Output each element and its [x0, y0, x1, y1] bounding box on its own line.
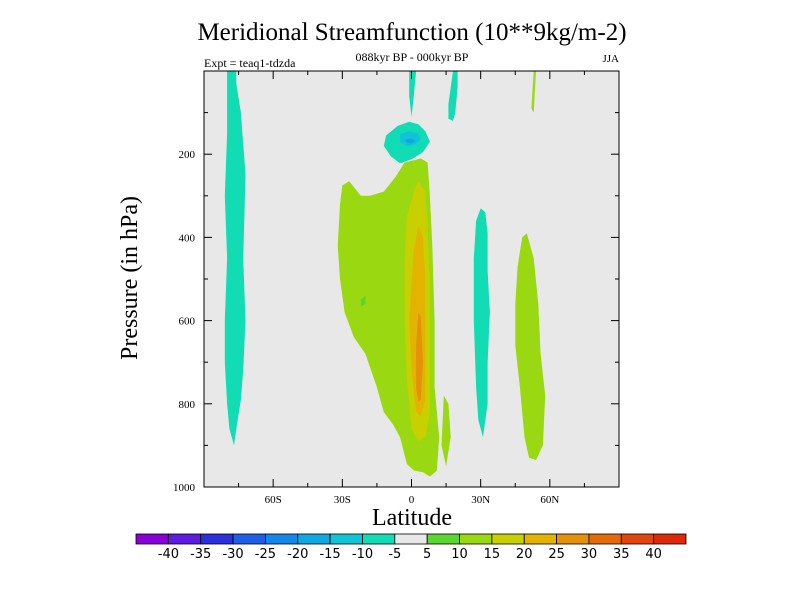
- colorbar-label-7: -5: [388, 547, 401, 562]
- colorbar-label-14: 35: [613, 547, 630, 562]
- colorbar-swatch-0: [135, 533, 169, 545]
- colorbar-swatch-15: [620, 533, 655, 545]
- contour-region-5: [448, 71, 458, 121]
- colorbar: [135, 533, 687, 545]
- colorbar-swatch-14: [588, 533, 622, 545]
- contour-region-7: [531, 71, 536, 113]
- y-tick-labels: 200 400 600 800 1000: [173, 149, 196, 494]
- colorbar-label-5: -15: [319, 547, 340, 562]
- colorbar-label-1: -35: [190, 547, 211, 562]
- x-tick-label-2: 0: [409, 494, 415, 506]
- chart-title: Meridional Streamfunction (10**9kg/m-2): [197, 19, 626, 46]
- contour-region-14: [360, 295, 366, 306]
- y-tick-label-0: 200: [179, 149, 196, 161]
- y-axis-label: Pressure (in hPa): [117, 196, 143, 360]
- x-tick-label-1: 30S: [334, 494, 351, 506]
- colorbar-swatch-16: [653, 533, 687, 545]
- contour-region-6: [473, 208, 490, 438]
- axis-ticks: [203, 71, 620, 488]
- colorbar-swatch-4: [265, 533, 299, 545]
- colorbar-swatch-6: [329, 533, 363, 545]
- colorbar-label-13: 30: [581, 547, 598, 562]
- colorbar-label-9: 10: [451, 547, 468, 562]
- colorbar-swatch-11: [491, 533, 525, 545]
- colorbar-swatch-3: [232, 533, 266, 545]
- colorbar-labels: -40 -35 -30 -25 -20 -15 -10 -5 5 10 15 20 25 30 35 40: [158, 547, 662, 562]
- chart-subtitle: 088kyr BP - 000kyr BP: [356, 50, 469, 64]
- contour-region-11: [416, 312, 423, 402]
- colorbar-swatch-5: [297, 533, 331, 545]
- colorbar-swatch-1: [167, 533, 202, 545]
- colorbar-label-4: -20: [287, 547, 308, 562]
- x-tick-label-4: 60N: [540, 494, 559, 506]
- x-tick-label-0: 60S: [265, 494, 282, 506]
- colorbar-label-11: 20: [516, 547, 533, 562]
- colorbar-swatch-13: [556, 533, 590, 545]
- colorbar-swatch-10: [459, 533, 493, 545]
- colorbar-swatch-9: [426, 533, 460, 545]
- x-axis-label: Latitude: [372, 505, 452, 531]
- colorbar-label-8: 5: [423, 547, 431, 562]
- x-tick-label-3: 30N: [471, 494, 490, 506]
- colorbar-swatch-2: [200, 533, 234, 545]
- colorbar-swatch-8: [394, 533, 428, 545]
- colorbar-label-2: -30: [222, 547, 243, 562]
- colorbar-swatch-7: [362, 533, 396, 545]
- contour-region-3: [404, 138, 417, 144]
- colorbar-label-15: 40: [645, 547, 662, 562]
- y-tick-label-3: 800: [179, 399, 196, 411]
- y-tick-label-4: 1000: [173, 482, 196, 494]
- contour-regions: [224, 71, 546, 477]
- contour-region-0: [224, 71, 246, 446]
- y-tick-label-2: 600: [179, 316, 196, 328]
- colorbar-label-6: -10: [352, 547, 373, 562]
- colorbar-swatch-12: [523, 533, 557, 545]
- contour-region-12: [515, 233, 546, 460]
- expt-annotation: Expt = teaq1-tdzda: [204, 56, 296, 70]
- colorbar-label-3: -25: [255, 547, 276, 562]
- x-tick-labels: 60S 30S 0 30N 60N: [265, 494, 560, 506]
- contour-region-4: [409, 71, 417, 117]
- y-tick-label-1: 400: [179, 232, 196, 244]
- colorbar-label-0: -40: [158, 547, 179, 562]
- colorbar-label-10: 15: [484, 547, 501, 562]
- contour-region-13: [441, 395, 451, 467]
- colorbar-label-12: 25: [548, 547, 565, 562]
- season-annotation: JJA: [602, 53, 619, 65]
